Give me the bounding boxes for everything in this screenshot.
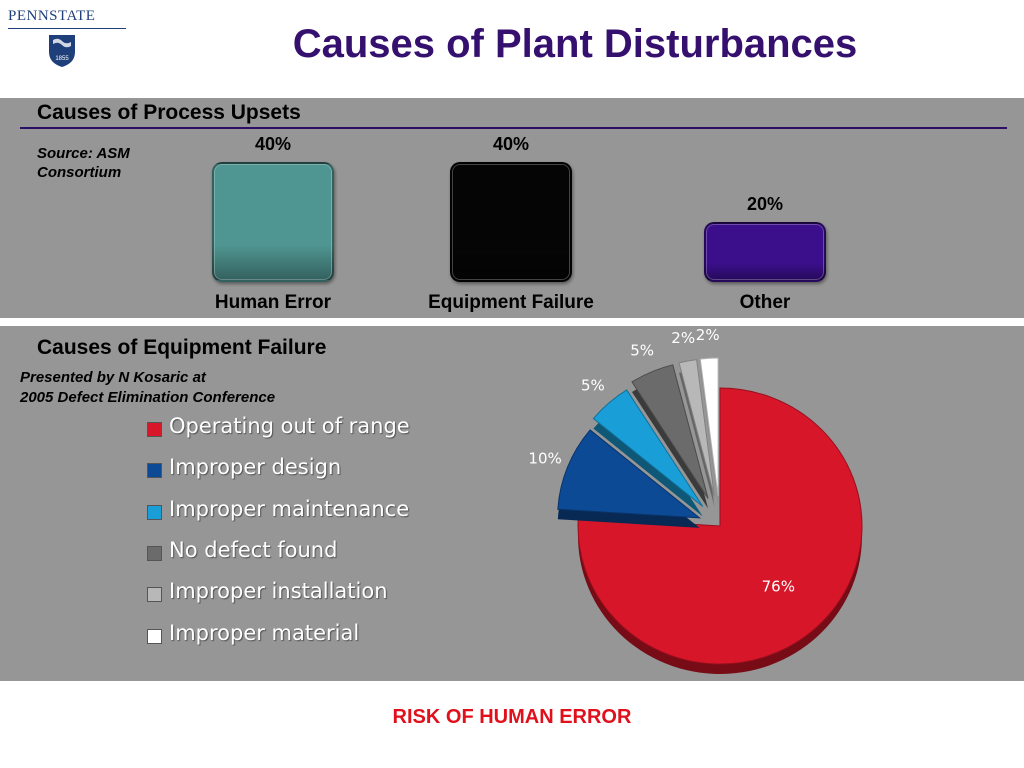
penn-state-logo: PENNSTATE 1855 <box>8 8 133 68</box>
pie-slice-no-defect-found <box>631 364 709 509</box>
pie-value-label: 10% <box>528 450 561 468</box>
legend-swatch <box>147 504 162 520</box>
equipment-failure-panel: Causes of Equipment Failure Presented by… <box>0 326 1024 681</box>
legend-swatch <box>147 628 162 644</box>
bar-value-label: 40% <box>254 134 292 154</box>
pie-slice-face <box>699 357 719 497</box>
pie-slice-depth <box>679 369 715 507</box>
bar-category-label: Other <box>739 292 791 313</box>
pie-slice-improper-design <box>557 429 702 528</box>
bar-category-label: Human Error <box>214 292 332 313</box>
bar-equipment-failure <box>450 162 572 282</box>
footer-text: RISK OF HUMAN ERROR <box>392 706 632 728</box>
legend-label: Improper design <box>169 455 342 480</box>
legend-swatch <box>147 422 162 437</box>
pie-slice-face <box>631 364 709 499</box>
pie-slice-improper-maintenance <box>592 389 704 517</box>
page-title: Causes of Plant Disturbances <box>292 22 858 66</box>
pie-slice-operating-out-of-range <box>577 387 863 674</box>
legend-label: Improper maintenance <box>169 496 410 521</box>
legend-label: No defect found <box>169 537 338 562</box>
pie-value-label: 2% <box>696 326 720 344</box>
legend-swatch <box>147 463 162 479</box>
pie-slice-improper-material <box>699 357 719 507</box>
logo-year: 1855 <box>55 56 69 62</box>
pie-value-label: 5% <box>581 376 605 394</box>
bar-category-label: Equipment Failure <box>428 292 594 313</box>
pie-slice-face <box>592 389 704 507</box>
shield-icon: 1855 <box>49 35 75 67</box>
legend-swatch <box>147 587 162 603</box>
process-upsets-panel: Causes of Process Upsets Source: ASM Con… <box>0 98 1024 318</box>
pie-slice-face <box>577 387 863 665</box>
bar-chart-title: Causes of Process Upsets <box>37 101 301 124</box>
pie-chart: 76% 10% 5% 5% 2% 2% <box>528 326 863 674</box>
source-note: Source: ASM Consortium <box>37 145 130 181</box>
legend-swatch <box>147 545 162 561</box>
legend-label: Improper installation <box>169 579 388 604</box>
legend-label: Operating out of range <box>169 414 410 438</box>
title-underline <box>20 127 1007 129</box>
pie-slice-face <box>678 359 715 497</box>
pie-slice-face <box>557 429 702 519</box>
bar-other <box>704 222 826 282</box>
pie-slice-improper-installation <box>678 359 715 507</box>
pie-value-label: 76% <box>762 577 795 595</box>
presenter-note-line-2: 2005 Defect Elimination Conference <box>20 389 276 406</box>
logo-rule <box>8 28 126 29</box>
presenter-note: Presented by N Kosaric at 2005 Defect El… <box>20 368 440 408</box>
presenter-note-line-1: Presented by N Kosaric at <box>20 369 206 386</box>
bar-value-label: 20% <box>746 194 784 214</box>
legend-label: Improper material <box>169 620 360 645</box>
logo-wordmark: PENNSTATE <box>8 8 96 24</box>
pie-value-label: 2% <box>671 329 695 347</box>
pie-chart-title: Causes of Equipment Failure <box>37 336 327 359</box>
bar-human-error <box>212 162 334 282</box>
bar-value-label: 40% <box>492 134 530 154</box>
pie-value-label: 5% <box>630 341 654 359</box>
